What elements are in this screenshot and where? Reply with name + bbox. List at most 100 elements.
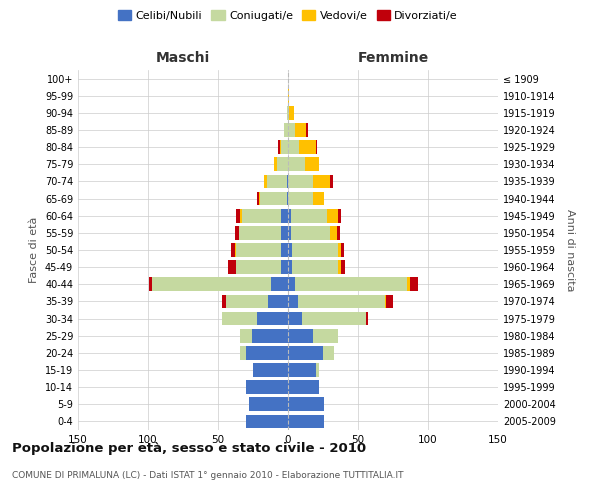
Bar: [288, 209, 291, 222]
Bar: [277, 158, 288, 171]
Bar: [281, 226, 288, 239]
Bar: [246, 380, 288, 394]
Bar: [410, 278, 418, 291]
Bar: [236, 260, 281, 274]
Bar: [306, 123, 308, 137]
Bar: [288, 106, 289, 120]
Bar: [338, 260, 341, 274]
Bar: [274, 158, 277, 171]
Bar: [338, 243, 341, 257]
Y-axis label: Anni di nascita: Anni di nascita: [565, 209, 575, 291]
Bar: [241, 209, 242, 222]
Text: COMUNE DI PRIMALUNA (LC) - Dati ISTAT 1° gennaio 2010 - Elaborazione TUTTITALIA.: COMUNE DI PRIMALUNA (LC) - Dati ISTAT 1°…: [12, 471, 404, 480]
Bar: [338, 209, 341, 222]
Bar: [288, 294, 298, 308]
Bar: [299, 140, 316, 154]
Bar: [242, 209, 281, 222]
Bar: [288, 312, 302, 326]
Bar: [288, 380, 319, 394]
Text: Popolazione per età, sesso e stato civile - 2010: Popolazione per età, sesso e stato civil…: [12, 442, 366, 455]
Bar: [288, 363, 316, 377]
Bar: [271, 278, 288, 291]
Bar: [288, 158, 305, 171]
Bar: [316, 140, 317, 154]
Bar: [235, 226, 239, 239]
Bar: [407, 278, 410, 291]
Bar: [327, 209, 338, 222]
Bar: [288, 174, 313, 188]
Bar: [305, 158, 319, 171]
Bar: [288, 329, 313, 342]
Text: Femmine: Femmine: [358, 51, 428, 65]
Bar: [288, 243, 292, 257]
Bar: [246, 346, 288, 360]
Bar: [281, 209, 288, 222]
Bar: [323, 346, 334, 360]
Bar: [289, 106, 293, 120]
Bar: [341, 243, 344, 257]
Bar: [341, 260, 346, 274]
Text: Maschi: Maschi: [156, 51, 210, 65]
Bar: [260, 192, 287, 205]
Bar: [257, 312, 288, 326]
Bar: [249, 398, 288, 411]
Bar: [278, 140, 280, 154]
Bar: [281, 140, 288, 154]
Bar: [367, 312, 368, 326]
Bar: [288, 140, 299, 154]
Bar: [288, 89, 289, 102]
Bar: [230, 243, 235, 257]
Bar: [288, 414, 325, 428]
Bar: [235, 243, 236, 257]
Bar: [149, 278, 152, 291]
Bar: [241, 329, 251, 342]
Bar: [288, 192, 313, 205]
Bar: [281, 260, 288, 274]
Bar: [246, 414, 288, 428]
Bar: [253, 363, 288, 377]
Legend: Celibi/Nubili, Coniugati/e, Vedovi/e, Divorziati/e: Celibi/Nubili, Coniugati/e, Vedovi/e, Di…: [113, 6, 463, 25]
Bar: [330, 226, 337, 239]
Bar: [385, 294, 386, 308]
Bar: [222, 294, 226, 308]
Bar: [287, 192, 288, 205]
Bar: [330, 174, 333, 188]
Bar: [267, 174, 287, 188]
Bar: [302, 312, 367, 326]
Bar: [288, 278, 295, 291]
Bar: [313, 174, 330, 188]
Bar: [288, 260, 292, 274]
Bar: [268, 294, 288, 308]
Bar: [241, 346, 246, 360]
Bar: [259, 192, 260, 205]
Bar: [226, 294, 268, 308]
Bar: [295, 278, 407, 291]
Bar: [288, 123, 295, 137]
Bar: [264, 174, 267, 188]
Bar: [284, 123, 288, 137]
Bar: [152, 278, 271, 291]
Bar: [288, 346, 323, 360]
Bar: [287, 174, 288, 188]
Bar: [337, 226, 340, 239]
Bar: [228, 260, 236, 274]
Bar: [280, 140, 281, 154]
Bar: [291, 209, 327, 222]
Bar: [313, 329, 338, 342]
Bar: [288, 226, 291, 239]
Bar: [313, 192, 325, 205]
Bar: [287, 106, 288, 120]
Bar: [281, 243, 288, 257]
Bar: [292, 260, 338, 274]
Bar: [236, 209, 241, 222]
Y-axis label: Fasce di età: Fasce di età: [29, 217, 39, 283]
Bar: [239, 226, 281, 239]
Bar: [236, 243, 281, 257]
Bar: [386, 294, 393, 308]
Bar: [292, 243, 338, 257]
Bar: [222, 312, 257, 326]
Bar: [298, 294, 385, 308]
Bar: [291, 226, 330, 239]
Bar: [251, 329, 288, 342]
Bar: [316, 363, 319, 377]
